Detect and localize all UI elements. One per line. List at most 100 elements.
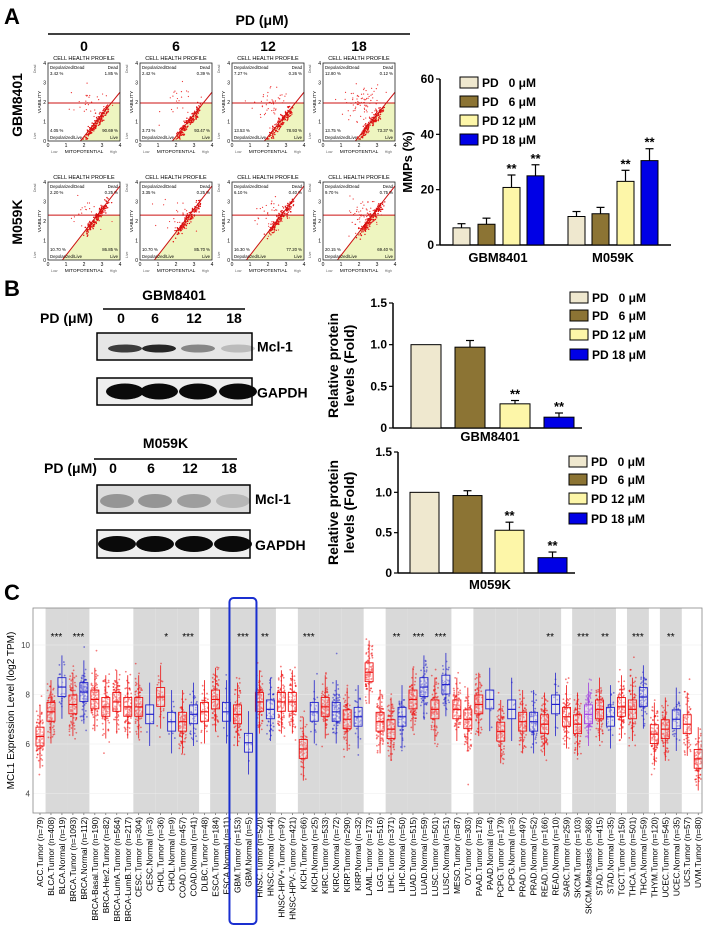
sample-dot [282, 684, 284, 687]
flow-plot-frame [47, 62, 121, 142]
sample-dot [134, 693, 137, 696]
sample-dot [390, 693, 393, 696]
sample-dot [283, 727, 286, 729]
paired-group-band [133, 608, 156, 813]
flow-event-dot [97, 215, 100, 218]
sample-dot [238, 736, 241, 739]
flow-event-dot [370, 94, 372, 96]
quadrant-value-live: 69.40 % [377, 247, 393, 252]
legend-swatch [569, 348, 589, 361]
flow-event-dot [184, 127, 187, 129]
flow-event-dot [104, 199, 106, 201]
mitopotential-gate-line [62, 185, 121, 261]
sample-dot [381, 738, 384, 741]
sample-dot [288, 715, 291, 718]
quadrant-value-dead: 0.40 % [289, 190, 303, 195]
flow-event-dot [271, 221, 273, 223]
gapdh-band [179, 383, 217, 400]
flow-event-dot [362, 135, 364, 137]
sample-dot [325, 733, 328, 736]
sample-dot [415, 711, 417, 714]
y-tick-label: 1.5 [375, 445, 392, 459]
sample-dot [235, 730, 238, 733]
flow-event-dot [365, 132, 367, 134]
flow-event-dot [286, 216, 288, 218]
sample-dot [47, 697, 50, 700]
flow-event-dot [347, 110, 349, 112]
sample-dot [277, 720, 280, 723]
live-gate-region [62, 215, 120, 260]
sample-dot [53, 695, 56, 698]
sample-dot [201, 684, 204, 687]
quadrant-label-dep-dead: Depolarized/Dead [234, 184, 269, 189]
x-low-label: Low [51, 269, 58, 273]
legend-label: PD 6 μM [482, 95, 536, 109]
flow-event-dot [185, 129, 187, 131]
flow-event-dot [78, 100, 80, 103]
x-tick-label: BLCA.Normal (n=19) [57, 817, 67, 894]
flow-event-dot [283, 121, 285, 124]
sample-dot [470, 732, 473, 735]
sample-dot [414, 680, 417, 683]
x-high-label: High [110, 269, 117, 273]
sample-dot [233, 744, 235, 747]
flow-event-dot [175, 138, 177, 140]
flow-event-dot [372, 209, 374, 212]
sample-dot [124, 695, 127, 697]
flow-event-dot [93, 206, 95, 208]
flow-event-dot [89, 208, 91, 210]
y-axis-label: VIABILITY [37, 90, 43, 113]
quadrant-value-live: 77.20 % [286, 247, 302, 252]
flow-event-dot [352, 110, 354, 112]
flow-event-dot [377, 118, 380, 121]
flow-event-dot [278, 127, 281, 130]
sample-dot [344, 699, 347, 702]
flow-event-dot [99, 119, 101, 121]
flow-event-dot [193, 110, 196, 112]
sample-dot [281, 675, 284, 677]
quadrant-label-live: Live [202, 254, 210, 259]
x-tick-label: 1 [340, 262, 343, 268]
panel-label-c: C [4, 580, 20, 605]
x-tick-label: 3 [101, 143, 104, 149]
legend-swatch [568, 512, 588, 525]
flow-event-dot [363, 98, 365, 100]
sample-dot [315, 743, 318, 746]
x-tick-label: 0 [231, 262, 234, 268]
sample-dot [425, 669, 428, 672]
flow-event-dot [355, 237, 358, 239]
sample-dot [344, 694, 347, 696]
sample-dot [84, 709, 87, 712]
flow-event-dot [280, 114, 282, 117]
sample-dot [283, 714, 285, 717]
sample-dot [196, 700, 198, 703]
x-tick-label: 2 [83, 262, 86, 268]
sample-dot [266, 732, 268, 735]
flow-event-dot [352, 198, 354, 200]
sample-dot [63, 663, 66, 666]
x-high-label: High [294, 269, 301, 273]
flow-plot: CELL HEALTH PROFILEDepolarized/Dead12.80… [308, 56, 397, 155]
sample-dot [173, 705, 175, 708]
flow-event-dot [286, 116, 289, 119]
flow-event-dot [278, 128, 280, 131]
sample-dot [467, 783, 470, 786]
flow-event-dot [89, 94, 91, 97]
flow-event-dot [288, 209, 291, 211]
sample-dot [399, 746, 402, 748]
flow-event-dot [370, 207, 372, 209]
flow-event-dot [84, 206, 86, 208]
sample-dot [277, 713, 280, 716]
x-low-label: Low [235, 269, 242, 273]
flow-event-dot [200, 96, 202, 98]
flow-event-dot [369, 213, 371, 215]
pd-header: PD (μM) [236, 12, 289, 28]
y-high-label: Dead [125, 184, 129, 192]
sample-dot [457, 691, 460, 694]
flow-event-dot [381, 111, 383, 113]
x-tick-label: 0 [322, 143, 325, 149]
flow-event-dot [105, 205, 108, 208]
flow-event-dot [87, 234, 89, 236]
sample-dot [459, 721, 462, 724]
